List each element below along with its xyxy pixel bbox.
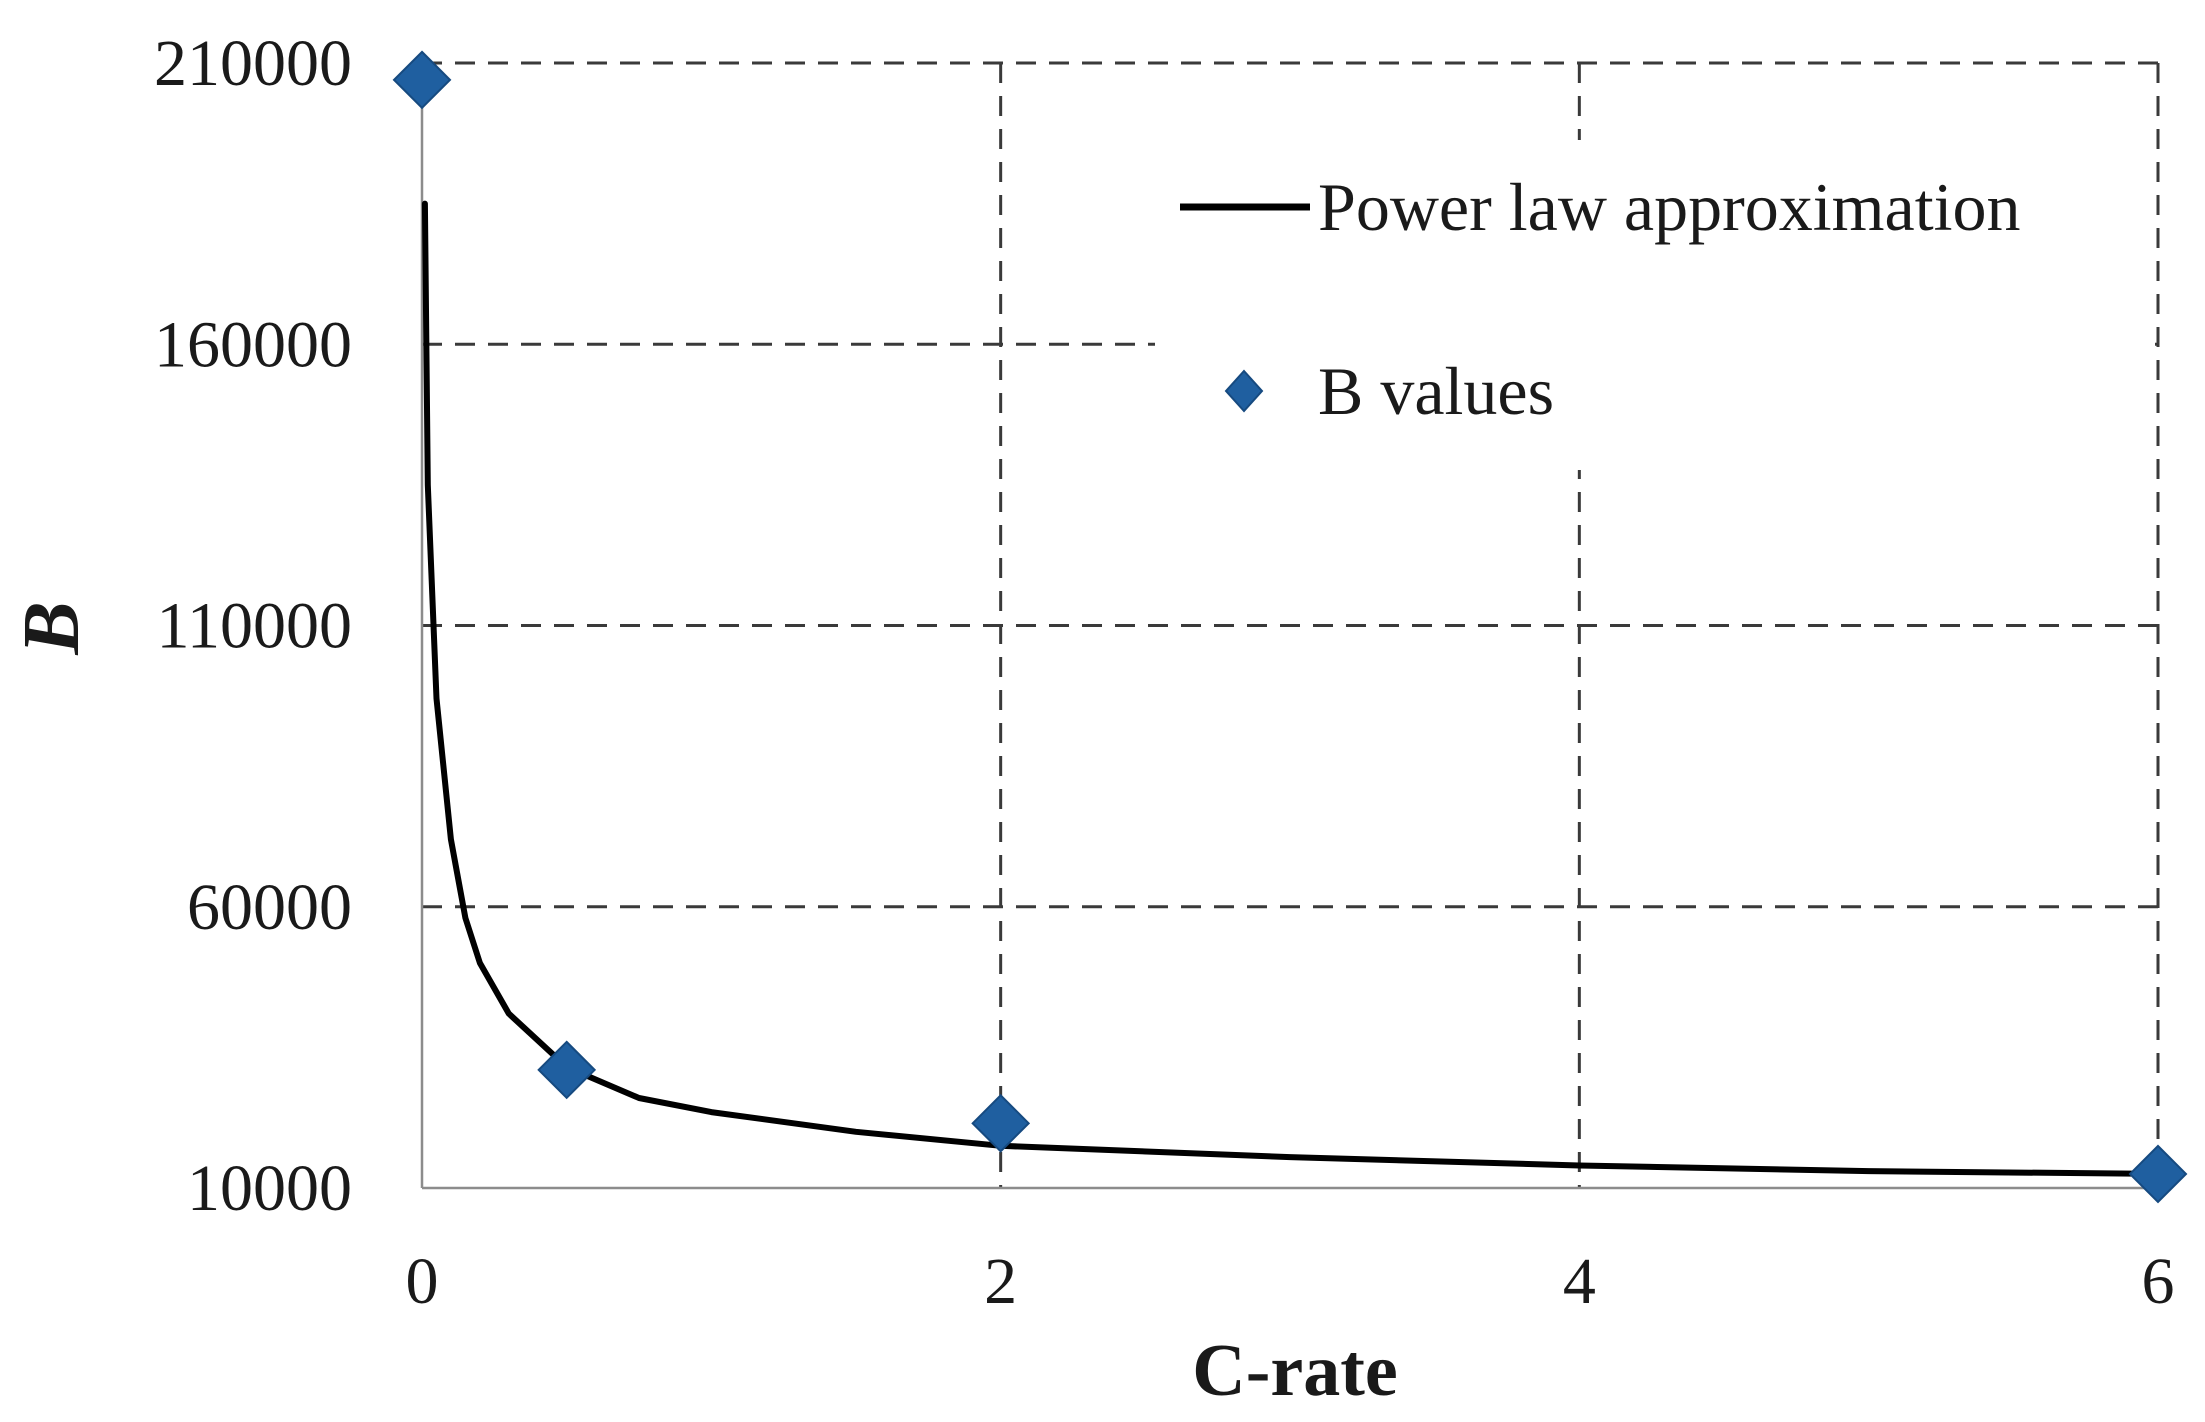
y-tick-label: 60000 (187, 871, 352, 944)
legend-label-power-law: Power law approximation (1318, 169, 2021, 245)
x-tick-label: 2 (984, 1245, 1017, 1318)
y-tick-label: 110000 (156, 590, 352, 663)
power-law-curve (421, 200, 2161, 1177)
legend-label-b-values: B values (1318, 353, 1554, 429)
series-layer (392, 50, 2188, 1204)
y-tick-label: 160000 (154, 308, 352, 381)
x-tick-label: 4 (1563, 1245, 1596, 1318)
legend-diamond-swatch (1224, 369, 1264, 413)
y-tick-label: 210000 (154, 27, 352, 100)
y-tick-labels: 10000 60000 110000 160000 210000 (154, 27, 352, 1225)
axes (420, 63, 2158, 1190)
y-axis-title: B (8, 601, 96, 655)
b-value-marker (392, 50, 452, 110)
b-value-marker (537, 1040, 597, 1100)
legend-background (1155, 140, 2155, 470)
x-tick-label: 6 (2142, 1245, 2175, 1318)
b-value-marker (971, 1093, 1031, 1153)
x-tick-labels: 0 2 4 6 (406, 1245, 2175, 1318)
legend: Power law approximation B values (1180, 169, 2021, 429)
x-tick-label: 0 (406, 1245, 439, 1318)
b-value-marker (2128, 1144, 2188, 1204)
y-tick-label: 10000 (187, 1152, 352, 1225)
x-axis-title: C-rate (1192, 1330, 1397, 1412)
